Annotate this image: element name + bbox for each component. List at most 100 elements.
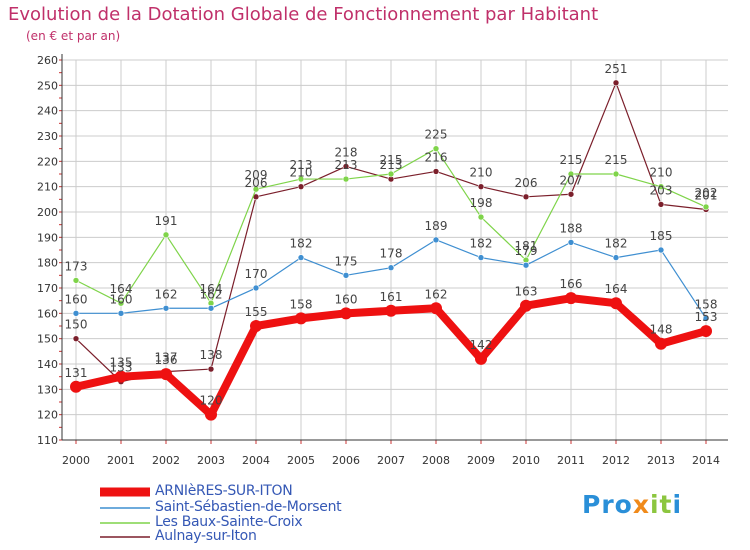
logo-part-2: x bbox=[632, 490, 650, 519]
data-point bbox=[612, 79, 620, 87]
data-point bbox=[520, 299, 532, 312]
data-point bbox=[117, 299, 125, 307]
data-label: 210 bbox=[290, 166, 313, 180]
y-tick-label: 210 bbox=[37, 181, 58, 194]
data-point bbox=[522, 261, 530, 269]
y-tick-label: 110 bbox=[37, 434, 58, 447]
y-tick-label: 180 bbox=[37, 257, 58, 270]
data-point bbox=[477, 183, 485, 190]
series-lines bbox=[70, 79, 712, 421]
data-label: 162 bbox=[425, 287, 448, 301]
data-label: 148 bbox=[650, 323, 673, 337]
y-tick-label: 250 bbox=[37, 79, 58, 92]
data-point bbox=[207, 304, 215, 312]
y-tick-label: 230 bbox=[37, 130, 58, 143]
data-label: 182 bbox=[470, 237, 493, 251]
data-point bbox=[70, 380, 82, 393]
data-label: 182 bbox=[290, 237, 313, 251]
data-label: 185 bbox=[650, 229, 673, 243]
data-point bbox=[295, 312, 307, 325]
data-label: 162 bbox=[200, 287, 223, 301]
data-label: 175 bbox=[335, 254, 358, 268]
data-label: 160 bbox=[110, 292, 133, 306]
data-label: 160 bbox=[65, 292, 88, 306]
data-point bbox=[702, 315, 710, 322]
data-label: 120 bbox=[200, 394, 223, 408]
data-point bbox=[342, 272, 350, 279]
data-label: 188 bbox=[560, 221, 583, 235]
x-tick-label: 2008 bbox=[422, 454, 450, 467]
data-point bbox=[612, 254, 620, 261]
data-label: 166 bbox=[560, 277, 583, 291]
data-point bbox=[432, 236, 440, 244]
y-tick-label: 260 bbox=[37, 54, 58, 67]
data-label: 158 bbox=[290, 297, 313, 311]
data-label: 213 bbox=[290, 158, 313, 172]
data-label: 164 bbox=[605, 282, 628, 296]
data-point bbox=[610, 297, 622, 310]
data-label: 182 bbox=[605, 237, 628, 251]
data-point bbox=[340, 307, 352, 320]
x-tick-label: 2006 bbox=[332, 454, 360, 467]
y-tick-label: 240 bbox=[37, 105, 58, 118]
x-tick-label: 2007 bbox=[377, 454, 405, 467]
x-tick-label: 2009 bbox=[467, 454, 495, 467]
data-point bbox=[252, 185, 260, 193]
data-label: 155 bbox=[245, 305, 268, 319]
data-point bbox=[702, 203, 710, 211]
data-point bbox=[567, 170, 575, 178]
data-label: 133 bbox=[110, 361, 133, 375]
legend bbox=[100, 487, 150, 538]
data-point bbox=[115, 370, 127, 383]
data-point bbox=[205, 408, 217, 421]
data-label: 162 bbox=[155, 287, 178, 301]
x-tick-label: 2012 bbox=[602, 454, 630, 467]
data-point bbox=[657, 246, 665, 254]
data-point bbox=[297, 254, 305, 261]
data-label: 153 bbox=[695, 310, 718, 324]
data-label: 210 bbox=[470, 166, 493, 180]
data-point bbox=[430, 302, 442, 315]
x-tick-label: 2014 bbox=[692, 454, 720, 467]
data-label: 137 bbox=[155, 351, 178, 365]
y-tick-label: 150 bbox=[37, 333, 58, 346]
proxiti-logo: Proxiti bbox=[582, 490, 682, 519]
data-label: 209 bbox=[245, 168, 268, 182]
data-label: 189 bbox=[425, 219, 448, 233]
data-label: 218 bbox=[335, 145, 358, 159]
data-label: 215 bbox=[380, 153, 403, 167]
data-point bbox=[477, 213, 485, 221]
y-tick-label: 160 bbox=[37, 307, 58, 320]
x-tick-label: 2001 bbox=[107, 454, 135, 467]
data-point bbox=[250, 320, 262, 332]
data-point bbox=[387, 264, 395, 272]
data-point bbox=[297, 175, 305, 183]
data-label: 164 bbox=[110, 282, 133, 296]
data-point bbox=[567, 190, 575, 198]
data-label: 170 bbox=[245, 267, 268, 281]
data-label: 225 bbox=[425, 128, 448, 142]
data-label: 181 bbox=[515, 239, 538, 253]
data-label: 179 bbox=[515, 244, 538, 258]
x-tick-label: 2004 bbox=[242, 454, 270, 467]
data-point bbox=[657, 201, 665, 208]
data-label: 216 bbox=[425, 150, 448, 164]
data-label: 213 bbox=[380, 158, 403, 172]
data-point bbox=[160, 368, 172, 381]
data-point bbox=[385, 304, 397, 317]
x-tick-label: 2003 bbox=[197, 454, 225, 467]
chart-title: Evolution de la Dotation Globale de Fonc… bbox=[8, 4, 599, 25]
x-tick-label: 2010 bbox=[512, 454, 540, 467]
data-label: 150 bbox=[65, 318, 88, 332]
data-point bbox=[72, 310, 80, 317]
data-point bbox=[655, 337, 667, 350]
data-label: 215 bbox=[560, 153, 583, 167]
data-label: 160 bbox=[335, 292, 358, 306]
data-point bbox=[387, 170, 395, 178]
data-label: 201 bbox=[695, 188, 718, 202]
data-point bbox=[162, 231, 170, 239]
y-tick-label: 190 bbox=[37, 231, 58, 244]
x-tick-label: 2011 bbox=[557, 454, 585, 467]
data-point bbox=[567, 239, 575, 246]
